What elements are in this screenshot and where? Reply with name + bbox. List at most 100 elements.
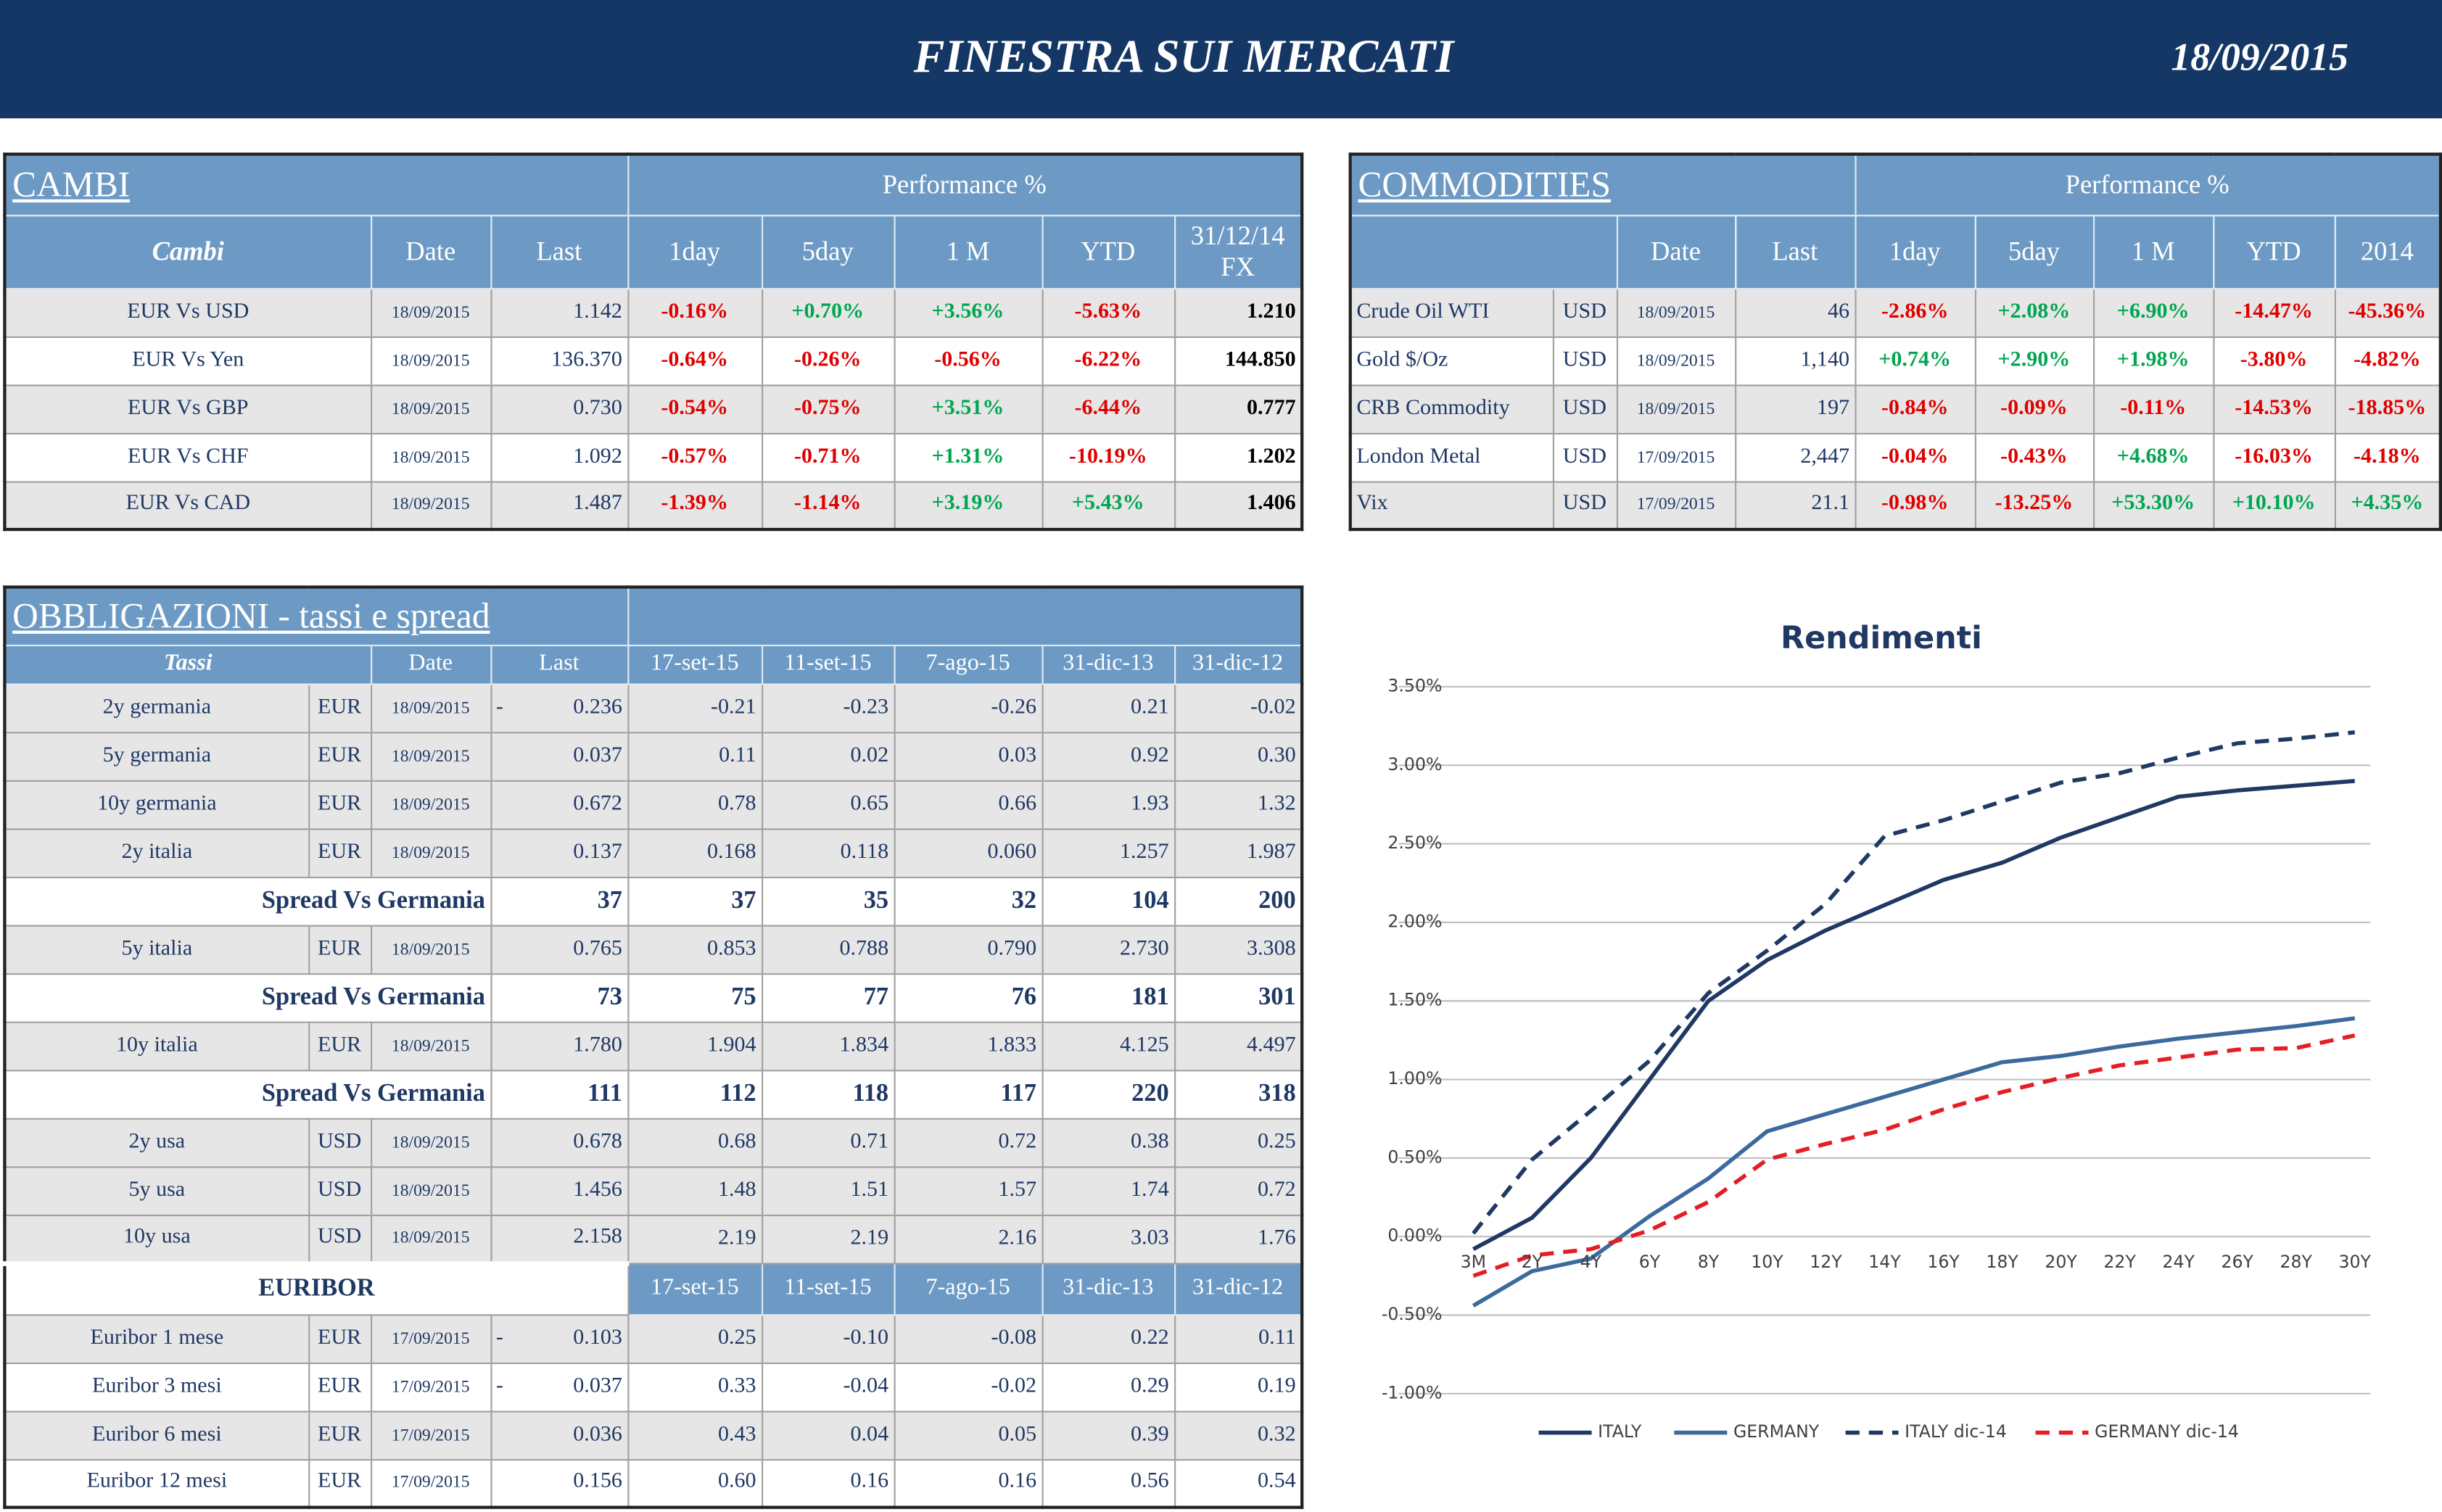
currency: EUR (308, 682, 372, 733)
rate-value: 3.03 (1041, 1213, 1176, 1264)
cell: -14.53% (2212, 384, 2335, 434)
rate-value: -0.04 (761, 1361, 895, 1412)
cell: +10.10% (2212, 480, 2335, 531)
column-header: 31/12/14 FX (1173, 214, 1303, 289)
last-cell: 0.037 (490, 731, 629, 781)
blank-header (627, 586, 1303, 646)
rate-value: 0.33 (627, 1361, 763, 1412)
rate-name: 5y italia (4, 924, 310, 975)
y-tick-label: 1.50% (1387, 990, 1442, 1010)
sign: - (495, 695, 503, 719)
rate-value: 0.22 (1041, 1313, 1176, 1363)
cell: EUR Vs GBP (4, 384, 372, 434)
rate-value: 0.43 (627, 1410, 763, 1461)
cell: 1.210 (1173, 287, 1303, 337)
rate-value: 0.060 (893, 827, 1043, 878)
cell: 2,447 (1734, 431, 1856, 482)
cell: 1.406 (1173, 480, 1303, 531)
page-date: 18/09/2015 (2171, 37, 2348, 80)
y-tick-label: 0.00% (1387, 1226, 1442, 1246)
rate-value: 0.92 (1041, 731, 1176, 781)
cell: 18/09/2015 (369, 287, 492, 337)
x-tick-label: 14Y (1868, 1252, 1901, 1272)
rate-row: Euribor 1 mese EUR 17/09/2015-0.103 0.25 -0.… (4, 1313, 1303, 1363)
rate-value: 0.16 (761, 1458, 895, 1508)
commodity-row: London Metal USD 17/09/2015 2,447 -0.04% -0.4… (1349, 431, 2442, 482)
column-header: 11-set-15 (761, 643, 895, 685)
rate-value: 4.497 (1173, 1020, 1303, 1071)
column-header: 1day (1854, 214, 1976, 289)
cell: 18/09/2015 (369, 431, 492, 482)
cell: +4.68% (2092, 431, 2214, 482)
rate-value: 0.21 (1041, 682, 1176, 733)
commodity-row: Gold $/Oz USD 18/09/2015 1,140 +0.74% +2.90% +… (1349, 335, 2442, 386)
cell: Crude Oil WTI (1349, 287, 1554, 337)
cell: -0.54% (627, 384, 763, 434)
spread-value: 200 (1173, 875, 1303, 926)
date: 18/09/2015 (369, 1117, 492, 1168)
cell: -4.18% (2333, 431, 2442, 482)
performance-header: Performance % (1854, 153, 2442, 216)
date: 18/09/2015 (369, 1165, 492, 1215)
rate-value: 0.39 (1041, 1410, 1176, 1461)
cell: 18/09/2015 (1615, 384, 1736, 434)
cell: -0.84% (1854, 384, 1976, 434)
x-tick-label: 3M (1461, 1252, 1486, 1272)
x-tick-label: 18Y (1986, 1252, 2018, 1272)
last: 0.156 (573, 1470, 622, 1494)
spread-last: 111 (490, 1069, 629, 1119)
header-row: Cambi Date Last 1day 5day 1 M YTD 31/12/14 FX (4, 214, 1303, 289)
last: 0.103 (573, 1326, 622, 1350)
x-tick-label: 16Y (1927, 1252, 1960, 1272)
cell: 1.142 (490, 287, 629, 337)
cell: -0.71% (760, 431, 895, 482)
rate-value: 4.125 (1041, 1020, 1176, 1071)
fx-row: EUR Vs CHF 18/09/2015 1.092 -0.57% -0.71% +1.… (4, 431, 1303, 482)
date: 18/09/2015 (369, 924, 492, 975)
cell: 0.777 (1173, 384, 1303, 434)
column-header: 1day (627, 214, 763, 289)
last-cell: 0.137 (490, 827, 629, 878)
rate-row: 2y usa USD 18/09/2015 0.678 0.68 0.71 0.72 0.38… (4, 1117, 1303, 1168)
cell: -0.98% (1854, 480, 1976, 531)
y-tick-label: 1.00% (1387, 1068, 1442, 1088)
cell: EUR Vs CAD (4, 480, 372, 531)
x-tick-label: 4Y (1580, 1252, 1602, 1272)
cell: 1.092 (490, 431, 629, 482)
last: 0.137 (573, 840, 622, 864)
rate-value: 0.04 (761, 1410, 895, 1461)
rate-value: 0.853 (627, 924, 763, 975)
rate-row: Spread Vs Germania 111 112 118 117 220 318 (4, 1069, 1303, 1119)
cell: +6.90% (2092, 287, 2214, 337)
column-header: 31-dic-12 (1173, 643, 1303, 685)
cell: 0.730 (490, 384, 629, 434)
rate-value: 0.25 (1173, 1117, 1303, 1168)
spread-label: Spread Vs Germania (4, 1069, 492, 1119)
spread-value: 117 (893, 1069, 1043, 1119)
y-tick-label: 2.50% (1387, 833, 1442, 853)
rate-value: 1.74 (1041, 1165, 1176, 1215)
column-header: 17-set-15 (627, 1262, 763, 1315)
currency: EUR (308, 924, 372, 975)
rate-value: -0.21 (627, 682, 763, 733)
yield-chart: Rendimenti -1.00% -0.50% 0.00% 0.50% 1.00% 1.… (1382, 620, 2372, 1442)
rate-row: Spread Vs Germania 73 75 77 76 181 301 (4, 972, 1303, 1023)
rate-value: 0.02 (761, 731, 895, 781)
section-title: COMMODITIES (1349, 153, 1856, 216)
spread-value: 181 (1041, 972, 1176, 1023)
last: 0.236 (573, 695, 622, 719)
cell: +3.51% (893, 384, 1043, 434)
column-header: Cambi (4, 214, 372, 289)
cell: 18/09/2015 (369, 480, 492, 531)
cell: 144.850 (1173, 335, 1303, 386)
cell: -2.86% (1854, 287, 1976, 337)
rate-row: 5y germania EUR 18/09/2015 0.037 0.11 0.02 0.0… (4, 731, 1303, 781)
cell: +2.08% (1973, 287, 2095, 337)
rate-value: 2.19 (761, 1213, 895, 1264)
column-header: Tassi (4, 643, 372, 685)
rate-value: 0.19 (1173, 1361, 1303, 1412)
column-header: Date (369, 214, 492, 289)
cell: +5.43% (1041, 480, 1176, 531)
cell: +3.19% (893, 480, 1043, 531)
rate-value: 0.66 (893, 779, 1043, 830)
